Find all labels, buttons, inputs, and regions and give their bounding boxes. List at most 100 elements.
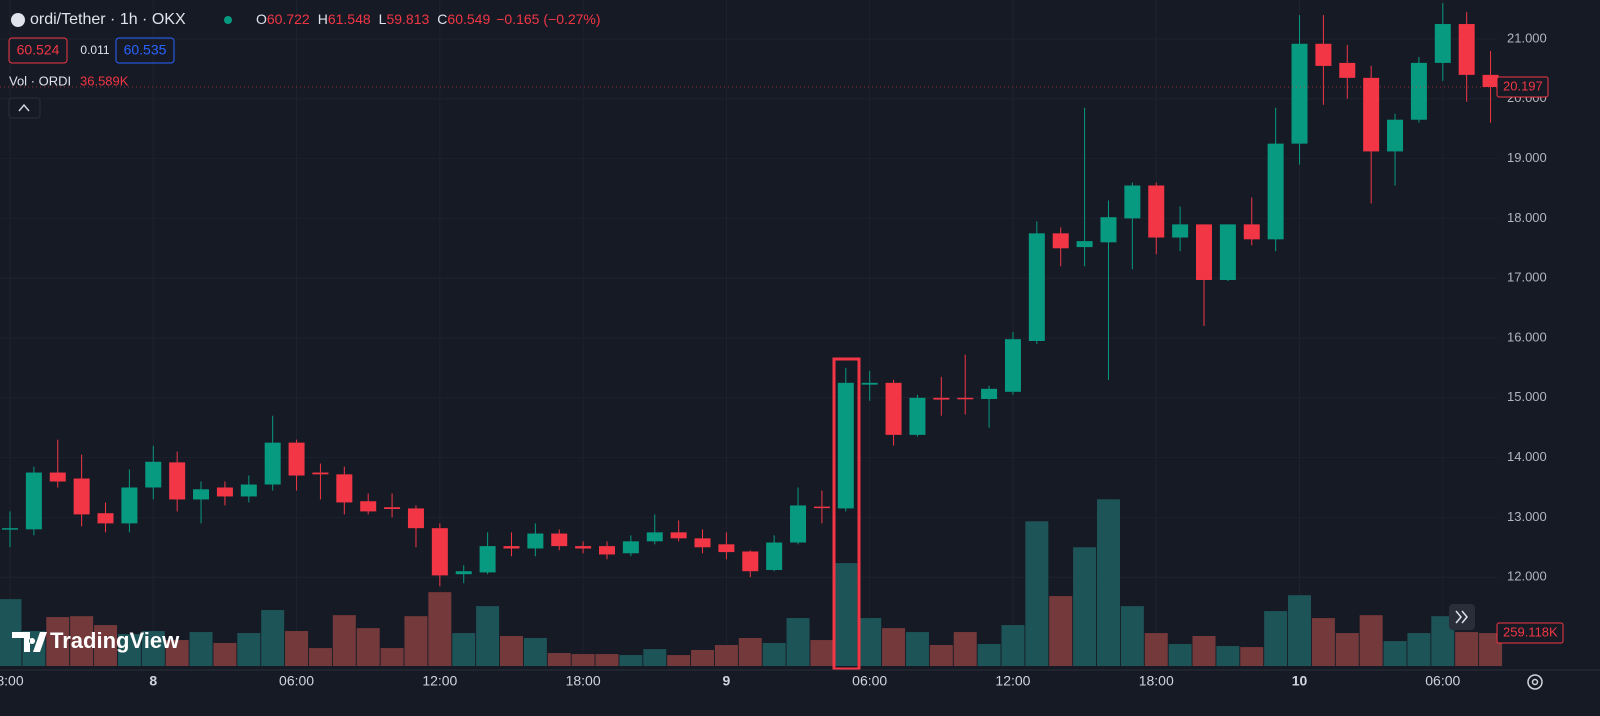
volume-bar: [261, 610, 285, 666]
volume-bar: [714, 645, 738, 666]
x-tick-label: 12:00: [995, 673, 1030, 689]
y-tick-label: 18.000: [1507, 210, 1547, 225]
candle-body: [813, 506, 830, 509]
x-tick-label: 18:00: [1139, 673, 1174, 689]
symbol-title: ordi/Tether · 1h · OKX: [30, 11, 186, 28]
candle-body: [909, 397, 926, 435]
candle-body: [1243, 224, 1260, 240]
scroll-icon: [1455, 610, 1468, 624]
volume-bar: [117, 634, 141, 666]
scroll-button[interactable]: [1449, 604, 1475, 630]
volume-legend: Vol · ORDI: [9, 73, 71, 88]
volume-bar: [308, 648, 332, 666]
candles: [2, 3, 1499, 587]
volume-bar: [0, 599, 22, 666]
x-tick-label: 18:00: [566, 673, 601, 689]
volume-bar: [356, 628, 380, 666]
collapse-icon: [18, 103, 30, 112]
candle-body: [169, 462, 186, 500]
volume-bar: [1192, 635, 1216, 666]
y-tick-label: 19.000: [1507, 150, 1547, 165]
ohlc-value: 59.813: [386, 11, 429, 27]
x-tick-label: 8:00: [0, 673, 24, 689]
ohlc-change: −0.165 (−0.27%): [496, 11, 600, 27]
candle-body: [742, 551, 759, 572]
bid-box[interactable]: [8, 37, 68, 64]
volume-bar: [499, 635, 523, 666]
volume-bar: [977, 644, 1001, 666]
settings-button[interactable]: [1527, 674, 1543, 690]
volume-bar: [834, 563, 858, 666]
x-tick-label: 06:00: [1425, 673, 1460, 689]
candle-body: [694, 538, 711, 548]
candle-body: [312, 472, 329, 475]
y-tick-label: 17.000: [1507, 270, 1547, 285]
candle-body: [1028, 233, 1045, 341]
collapse-button[interactable]: [8, 97, 41, 119]
x-tick-label: 9: [723, 673, 731, 689]
volume-bar: [1455, 632, 1479, 666]
candle-body: [885, 382, 902, 435]
volume-bar: [1335, 633, 1359, 666]
volume-bar: [1240, 647, 1264, 666]
x-tick-label: 06:00: [852, 673, 887, 689]
candle-body: [861, 382, 878, 385]
volume-legend-value: 36.589K: [80, 73, 129, 88]
ohlc-legend: O60.722 H61.548 L59.813 C60.549 −0.165 (−0.2…: [256, 11, 601, 27]
volume-bar: [1025, 521, 1049, 666]
candle-body: [216, 487, 233, 497]
volume-bar: [332, 615, 356, 666]
volume-bar: [929, 645, 953, 666]
candle-body: [527, 533, 544, 549]
candle-body: [1148, 185, 1165, 238]
candle-body: [97, 513, 114, 524]
candle-body: [622, 541, 639, 554]
candle-body: [73, 478, 90, 515]
volume-bar: [1216, 646, 1240, 666]
candle-body: [1291, 43, 1308, 144]
ask-box[interactable]: [115, 37, 175, 64]
candle-body: [1410, 62, 1427, 120]
volume-bar: [667, 655, 691, 666]
volume-bar: [189, 632, 213, 666]
volume-bar: [404, 616, 428, 666]
volume-bar: [1431, 616, 1455, 666]
candle-body: [1004, 339, 1021, 392]
volume-bar: [523, 638, 547, 666]
last-volume-label: 259.118K: [1503, 624, 1558, 639]
x-tick-label: 8: [149, 673, 157, 689]
volume-bar: [1144, 633, 1168, 666]
volume-bar: [476, 606, 500, 666]
volume-bar: [547, 653, 571, 666]
last-price-label: 20.197: [1503, 78, 1543, 93]
brand-logo: [12, 632, 47, 652]
volume-bar: [1049, 596, 1073, 666]
volume-bar: [738, 638, 762, 666]
candle-body: [193, 489, 210, 500]
ohlc-value: 60.722: [267, 11, 310, 27]
volume-bar: [1096, 499, 1120, 666]
volume-bar: [1073, 547, 1097, 666]
candle-body: [766, 542, 783, 571]
volume-bar: [1311, 618, 1335, 666]
candle-body: [1482, 74, 1499, 88]
candle-body: [455, 571, 472, 575]
last-price-tag: [1496, 76, 1549, 98]
status-dot: [224, 16, 232, 24]
candle-body: [288, 442, 305, 476]
y-tick-label: 15.000: [1507, 389, 1547, 404]
volume-bar: [595, 654, 619, 666]
ohlc-key: C: [437, 11, 447, 27]
volume-bar: [70, 616, 94, 666]
volume-bar: [428, 592, 452, 666]
candle-body: [1219, 224, 1236, 280]
y-tick-label: 14.000: [1507, 449, 1547, 464]
ohlc-value: 60.549: [447, 11, 490, 27]
x-tick-label: 06:00: [279, 673, 314, 689]
candle-body: [121, 487, 138, 524]
volume-bar: [1168, 644, 1192, 666]
volume-bar: [1001, 625, 1025, 666]
candle-body: [1458, 24, 1475, 75]
